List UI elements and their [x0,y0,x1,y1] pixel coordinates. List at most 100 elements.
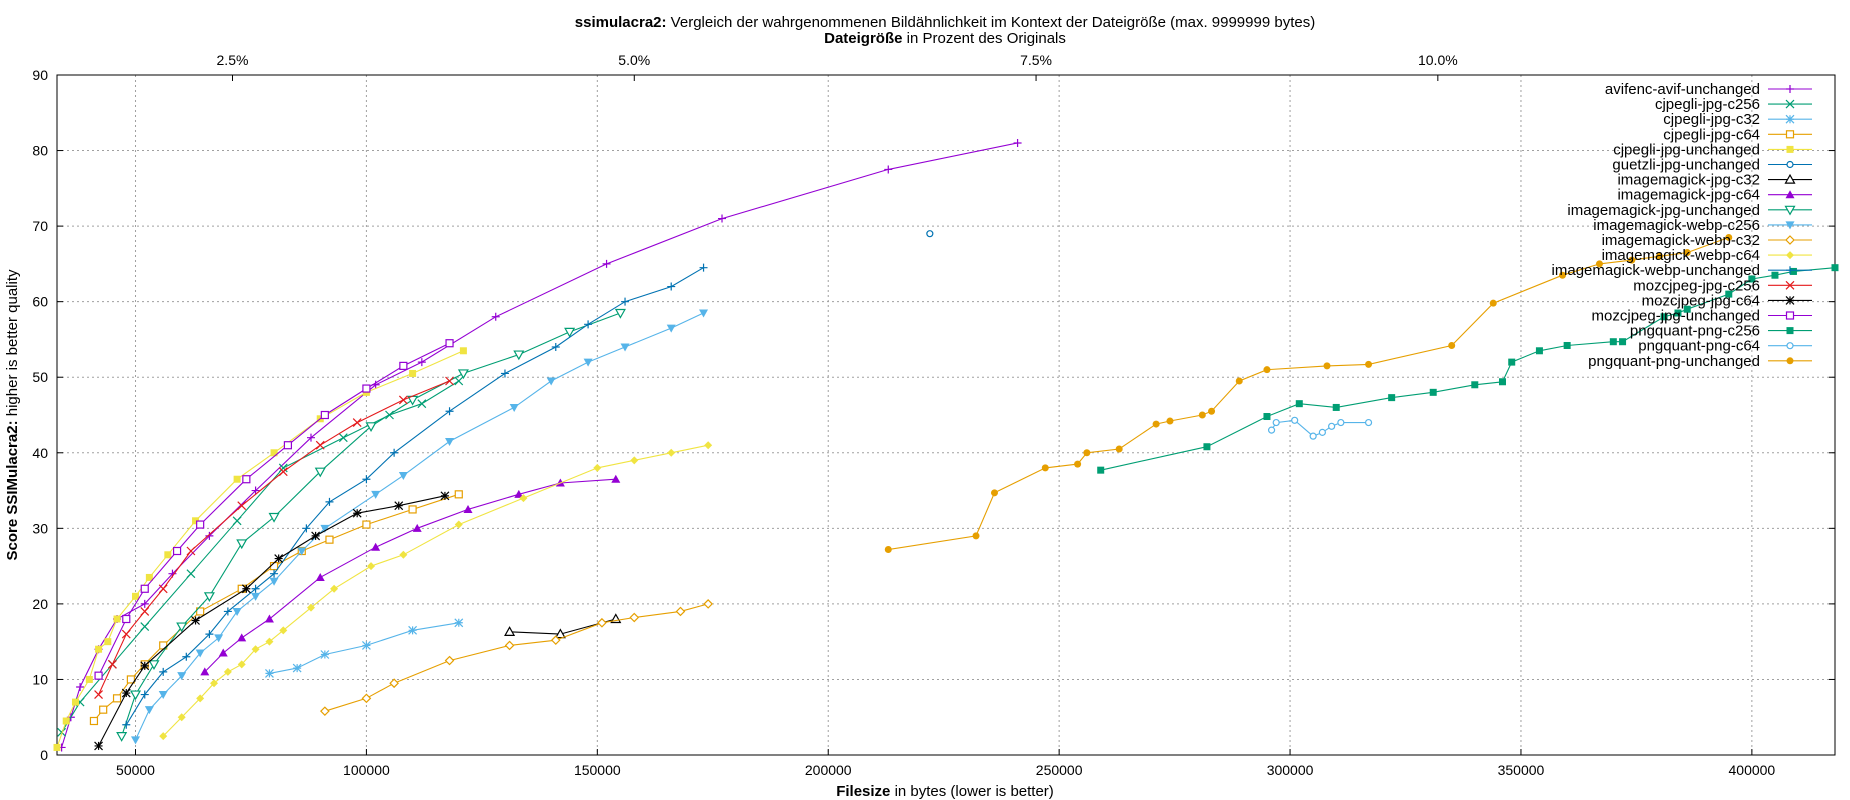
series-pngquant-png-unchanged [884,233,1733,553]
legend-label: avifenc-avif-unchanged [1605,81,1760,98]
legend-label: mozcjpeg-jpg-unchanged [1592,308,1760,325]
data-point [371,542,381,551]
data-point [292,663,302,673]
data-point [1203,443,1211,451]
data-point [278,467,288,477]
data-point [1559,271,1567,279]
data-point [297,547,307,556]
data-point [1263,413,1271,421]
data-point [551,343,560,351]
data-point [140,661,150,671]
data-point [1563,341,1571,349]
legend-entry: imagemagick-jpg-c64 [1617,187,1812,204]
data-point [1508,358,1516,366]
data-point [1198,411,1206,419]
data-point [614,308,626,319]
series-cjpegli-jpg-c32 [265,618,464,678]
data-point [176,622,188,633]
data-point [236,539,248,550]
data-point [1771,271,1779,279]
data-point [232,607,242,616]
data-point [394,501,404,511]
data-point [1364,418,1373,427]
data-point [94,741,103,751]
series-guetzli-jpg-unchanged [926,230,934,238]
data-point [57,727,67,737]
data-point [445,339,454,348]
data-point [186,546,196,556]
data-point [205,531,214,540]
y-tick-label: 30 [32,520,48,536]
data-point [1498,378,1506,386]
data-point [1429,388,1437,396]
grid [57,75,1835,755]
data-point [926,230,934,238]
data-point [140,622,150,631]
data-point [203,592,215,603]
series-line [269,622,459,674]
data-point [278,463,288,473]
data-point [302,524,311,533]
series-pngquant-png-c256 [1097,264,1839,474]
data-point [232,516,242,526]
data-point [177,672,187,681]
y-tick-label: 10 [32,671,48,687]
legend-entry: cjpegli-jpg-c32 [1663,111,1812,128]
data-point [445,437,455,446]
data-point [121,629,131,639]
data-point [699,309,709,318]
data-point [1272,418,1280,427]
data-point [320,524,330,533]
data-point [1785,190,1795,199]
x-tick-label: 50000 [116,762,155,778]
data-point [1660,313,1668,321]
series-line [135,312,704,741]
data-point [279,626,288,635]
data-point [1041,464,1049,472]
legend-entry: cjpegli-jpg-c256 [1655,96,1812,113]
data-point [500,369,509,378]
legend-label: cjpegli-jpg-c32 [1663,111,1760,128]
data-point [629,612,640,623]
data-point [314,467,326,478]
legend-label: pngquant-png-unchanged [1588,353,1760,370]
data-point [1291,416,1299,424]
data-point [1337,418,1345,427]
series-cjpegli-jpg-unchanged [53,347,467,751]
data-point [445,376,454,386]
series-layer [53,139,1839,752]
data-point [630,456,639,465]
data-point [1786,357,1794,365]
data-point [177,713,186,722]
data-point [602,259,611,268]
data-point [667,448,676,457]
data-point [218,648,228,657]
data-point [338,433,348,443]
data-point [362,384,371,393]
legend-label: pngquant-png-c64 [1638,338,1760,355]
data-point [182,652,191,661]
data-point [237,633,247,642]
data-point [112,694,122,703]
legend-entry: avifenc-avif-unchanged [1605,81,1812,98]
data-point [1674,309,1682,317]
data-point [76,683,85,691]
data-point [513,350,525,361]
data-point [408,505,417,514]
plot-frame [56,74,1836,756]
data-point [1115,445,1123,453]
legend-entry: pngquant-png-c256 [1630,323,1812,340]
data-point [454,520,463,529]
data-point [593,463,602,472]
data-point [1725,290,1733,298]
data-point [584,320,593,329]
data-point [140,599,149,608]
data-point [454,376,464,386]
x2-tick-label: 10.0% [1418,52,1458,68]
data-point [1097,466,1105,474]
data-point [129,690,142,701]
data-point [325,535,334,544]
data-point [1748,275,1756,283]
legend-label: imagemagick-webp-c32 [1602,232,1760,249]
